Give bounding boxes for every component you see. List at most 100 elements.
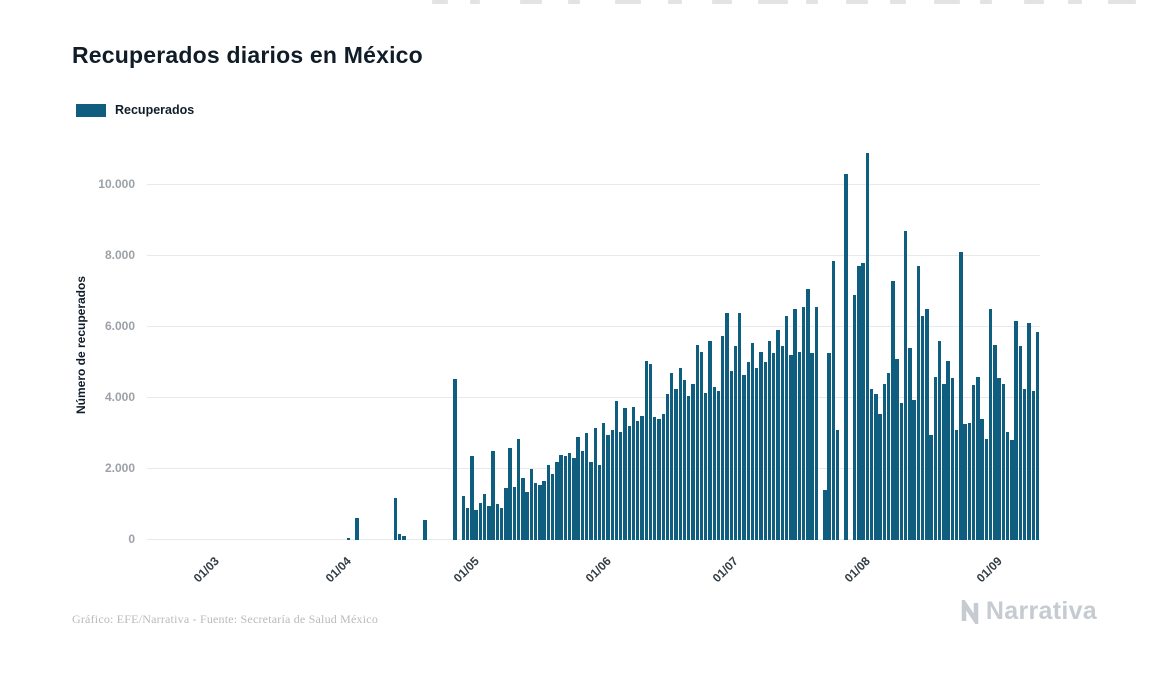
- y-tick-label: 0: [128, 532, 135, 546]
- bar: [738, 312, 742, 540]
- gridline: [147, 183, 1040, 185]
- bar: [971, 385, 976, 540]
- y-tick-label: 6.000: [104, 318, 135, 333]
- bar: [589, 461, 593, 540]
- bar: [478, 502, 483, 540]
- bar: [865, 152, 870, 540]
- bar: [895, 358, 899, 540]
- bar: [861, 262, 865, 540]
- bar: [810, 353, 814, 540]
- y-tick-label: 2.000: [104, 460, 135, 475]
- bar: [742, 374, 746, 540]
- bar: [959, 252, 963, 540]
- x-tick-label: 01/08: [841, 554, 873, 586]
- screenshot-artifact: [520, 0, 542, 4]
- bar: [465, 508, 470, 540]
- bar: [827, 353, 831, 540]
- bar: [925, 308, 929, 540]
- bar: [393, 497, 398, 540]
- bar: [886, 372, 891, 540]
- screenshot-artifact: [712, 0, 732, 4]
- bar: [852, 294, 857, 540]
- bar: [916, 266, 921, 540]
- bar: [988, 308, 993, 540]
- bar: [346, 537, 351, 540]
- bar: [619, 431, 623, 540]
- bar: [725, 312, 729, 540]
- bar: [967, 422, 972, 540]
- bar: [835, 429, 840, 540]
- bar: [950, 378, 955, 540]
- bar: [661, 413, 665, 540]
- bar: [755, 367, 759, 540]
- bar: [759, 351, 763, 540]
- bar: [585, 433, 589, 540]
- bar: [933, 376, 938, 540]
- bar: [657, 419, 661, 540]
- legend-label: Recuperados: [115, 103, 195, 117]
- bar: [929, 435, 933, 540]
- bar: [580, 451, 585, 540]
- bar: [912, 399, 916, 540]
- bar: [984, 438, 989, 540]
- screenshot-artifact: [980, 0, 992, 4]
- bar: [678, 367, 682, 540]
- bar: [546, 465, 551, 540]
- bar: [869, 388, 874, 540]
- bar: [499, 508, 504, 540]
- bar: [491, 451, 495, 540]
- chart-title: Recuperados diarios en México: [72, 42, 423, 68]
- bar: [963, 424, 967, 540]
- gridline: [147, 254, 1040, 256]
- screenshot-artifact: [668, 0, 682, 4]
- bar: [1010, 440, 1014, 540]
- bar: [508, 447, 512, 540]
- bar: [474, 509, 478, 540]
- bar: [495, 504, 500, 540]
- bar: [797, 351, 801, 540]
- bar: [942, 383, 946, 540]
- y-tick-label: 10.000: [98, 176, 135, 191]
- bar: [878, 413, 882, 540]
- bar: [487, 506, 491, 540]
- bar: [908, 348, 912, 540]
- bar: [1035, 332, 1040, 540]
- bar: [423, 520, 427, 540]
- bar: [402, 536, 406, 540]
- x-tick-label: 01/07: [710, 554, 742, 586]
- screenshot-artifact: [1068, 0, 1082, 4]
- narrativa-logo-text: Narrativa: [985, 597, 1097, 625]
- bar: [614, 401, 619, 540]
- bar: [550, 474, 555, 540]
- bar: [801, 307, 806, 540]
- bar: [538, 484, 542, 540]
- bar: [627, 426, 631, 540]
- screenshot-artifact: [1108, 0, 1136, 4]
- bar: [980, 419, 984, 540]
- plot-area: [147, 149, 1040, 540]
- bar: [976, 376, 980, 540]
- bar: [572, 458, 576, 540]
- bar: [1018, 346, 1023, 540]
- source-credit: Gráfico: EFE/Narrativa - Fuente: Secreta…: [72, 612, 379, 626]
- bar: [648, 364, 653, 540]
- top-edge-artifacts: [0, 0, 1157, 8]
- bar: [533, 483, 538, 540]
- bar: [563, 456, 568, 540]
- bar: [882, 383, 887, 540]
- screenshot-artifact: [568, 0, 580, 4]
- bar: [780, 346, 784, 540]
- bar: [1001, 383, 1006, 540]
- bar: [831, 260, 836, 540]
- bar: [704, 392, 708, 540]
- gridline: [147, 325, 1040, 327]
- bar: [997, 378, 1001, 540]
- bar: [699, 351, 704, 540]
- bar: [355, 517, 359, 540]
- bar: [504, 488, 508, 540]
- gridline: [147, 396, 1040, 398]
- bar: [814, 307, 818, 540]
- bar: [602, 422, 606, 540]
- bar: [993, 344, 997, 540]
